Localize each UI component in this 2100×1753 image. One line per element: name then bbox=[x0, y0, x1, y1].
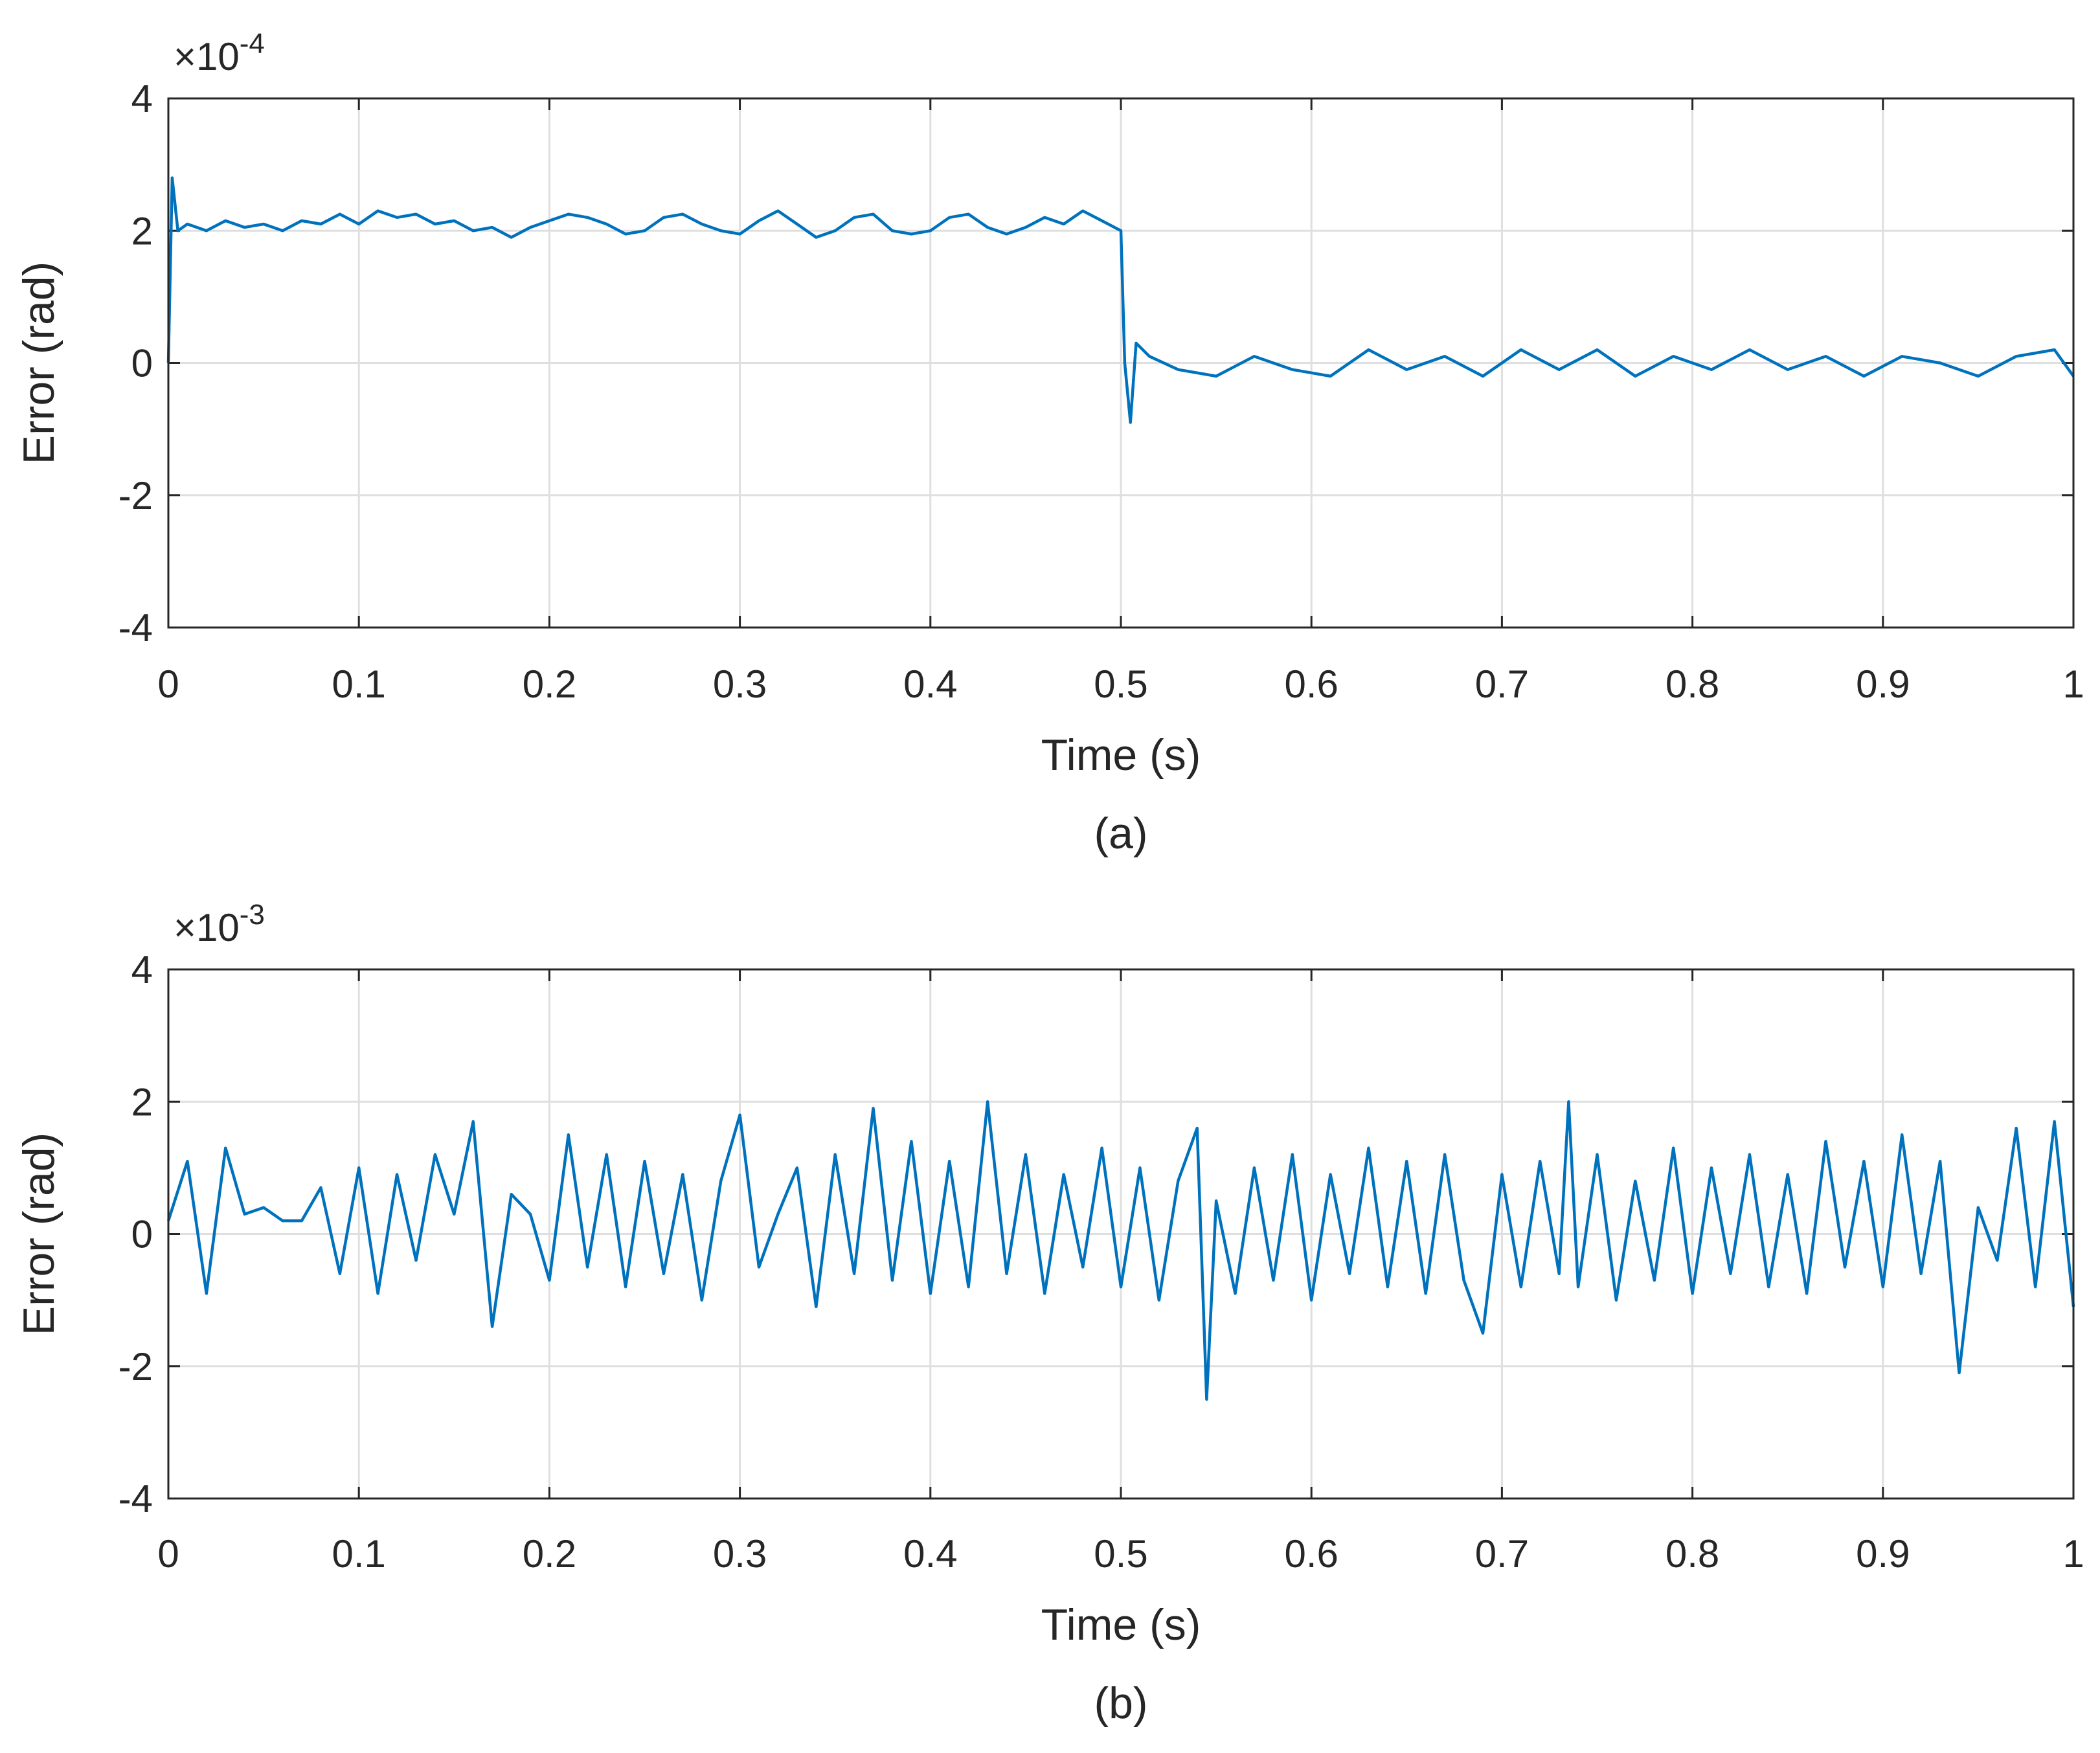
y-tick-label: -4 bbox=[119, 1477, 153, 1521]
x-tick-label: 1 bbox=[2062, 662, 2084, 706]
multiplier-exponent: -4 bbox=[240, 28, 265, 60]
y-axis-label: Error (rad) bbox=[14, 1133, 63, 1336]
x-axis-label: Time (s) bbox=[1041, 1600, 1201, 1649]
y-tick-label: 4 bbox=[131, 77, 153, 120]
x-tick-label: 0.6 bbox=[1284, 1532, 1338, 1576]
x-tick-label: 0.8 bbox=[1665, 662, 1719, 706]
x-tick-label: 0.6 bbox=[1284, 662, 1338, 706]
y-tick-label: 0 bbox=[131, 1213, 153, 1256]
x-tick-label: 0.9 bbox=[1856, 662, 1910, 706]
x-tick-label: 0.9 bbox=[1856, 1532, 1910, 1576]
y-tick-label: 2 bbox=[131, 1080, 153, 1124]
x-tick-label: 0.8 bbox=[1665, 1532, 1719, 1576]
x-tick-label: 0.5 bbox=[1094, 1532, 1147, 1576]
y-tick-label: -4 bbox=[119, 606, 153, 650]
x-tick-label: 0.1 bbox=[332, 1532, 385, 1576]
data-line bbox=[166, 1100, 2075, 1401]
axes-box bbox=[167, 968, 2075, 1500]
y-tick-label: -2 bbox=[119, 1345, 153, 1388]
x-tick-label: 0.5 bbox=[1094, 662, 1147, 706]
x-tick-label: 1 bbox=[2062, 1532, 2084, 1576]
x-tick-label: 0.2 bbox=[523, 1532, 576, 1576]
multiplier-exponent: -3 bbox=[240, 899, 265, 931]
x-tick-label: 0.3 bbox=[713, 662, 767, 706]
y-tick-label: -2 bbox=[119, 474, 153, 517]
y-multiplier: ×10-3 bbox=[174, 899, 265, 949]
x-tick-label: 0 bbox=[157, 1532, 179, 1576]
multiplier-base: ×10 bbox=[174, 35, 240, 78]
y-tick-label: 0 bbox=[131, 342, 153, 385]
y-multiplier: ×10-4 bbox=[174, 28, 265, 78]
x-axis-label: Time (s) bbox=[1041, 730, 1201, 780]
x-tick-label: 0.2 bbox=[523, 662, 576, 706]
x-tick-label: 0.4 bbox=[903, 1532, 957, 1576]
x-tick-label: 0.4 bbox=[903, 662, 957, 706]
axes-box bbox=[167, 97, 2075, 629]
x-tick-label: 0.7 bbox=[1475, 1532, 1529, 1576]
y-tick-label: 2 bbox=[131, 209, 153, 253]
caption: (a) bbox=[1094, 809, 1147, 858]
y-tick-label: 4 bbox=[131, 948, 153, 991]
x-tick-label: 0.3 bbox=[713, 1532, 767, 1576]
x-tick-label: 0.1 bbox=[332, 662, 385, 706]
x-tick-label: 0.7 bbox=[1475, 662, 1529, 706]
y-axis-label: Error (rad) bbox=[14, 262, 63, 465]
x-tick-label: 0 bbox=[157, 662, 179, 706]
multiplier-base: ×10 bbox=[174, 906, 240, 949]
data-line bbox=[166, 176, 2075, 424]
caption: (b) bbox=[1094, 1679, 1147, 1728]
